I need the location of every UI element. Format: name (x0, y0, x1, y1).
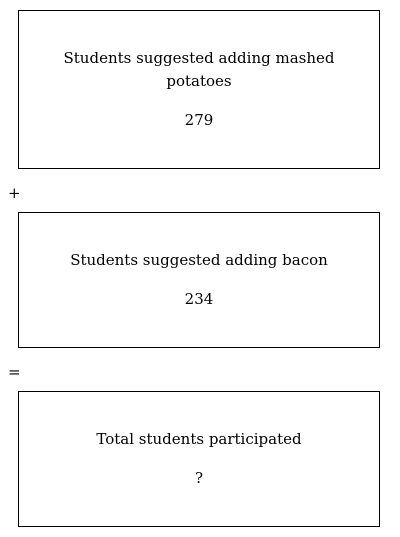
plus-operator: + (8, 186, 21, 201)
addend-box-mashed-potatoes: Students suggested adding mashed potatoe… (18, 10, 380, 169)
addend-box-bacon: Students suggested adding bacon 234 (18, 212, 380, 348)
box-value: 279 (185, 109, 214, 132)
box-value: 234 (185, 288, 214, 311)
box-label: Students suggested adding bacon (30, 249, 368, 272)
box-value: ? (195, 467, 203, 490)
box-label: Total students participated (56, 428, 341, 451)
total-box: Total students participated ? (18, 391, 380, 527)
box-label: Students suggested adding mashed potatoe… (19, 47, 379, 93)
equals-operator: = (8, 365, 21, 380)
